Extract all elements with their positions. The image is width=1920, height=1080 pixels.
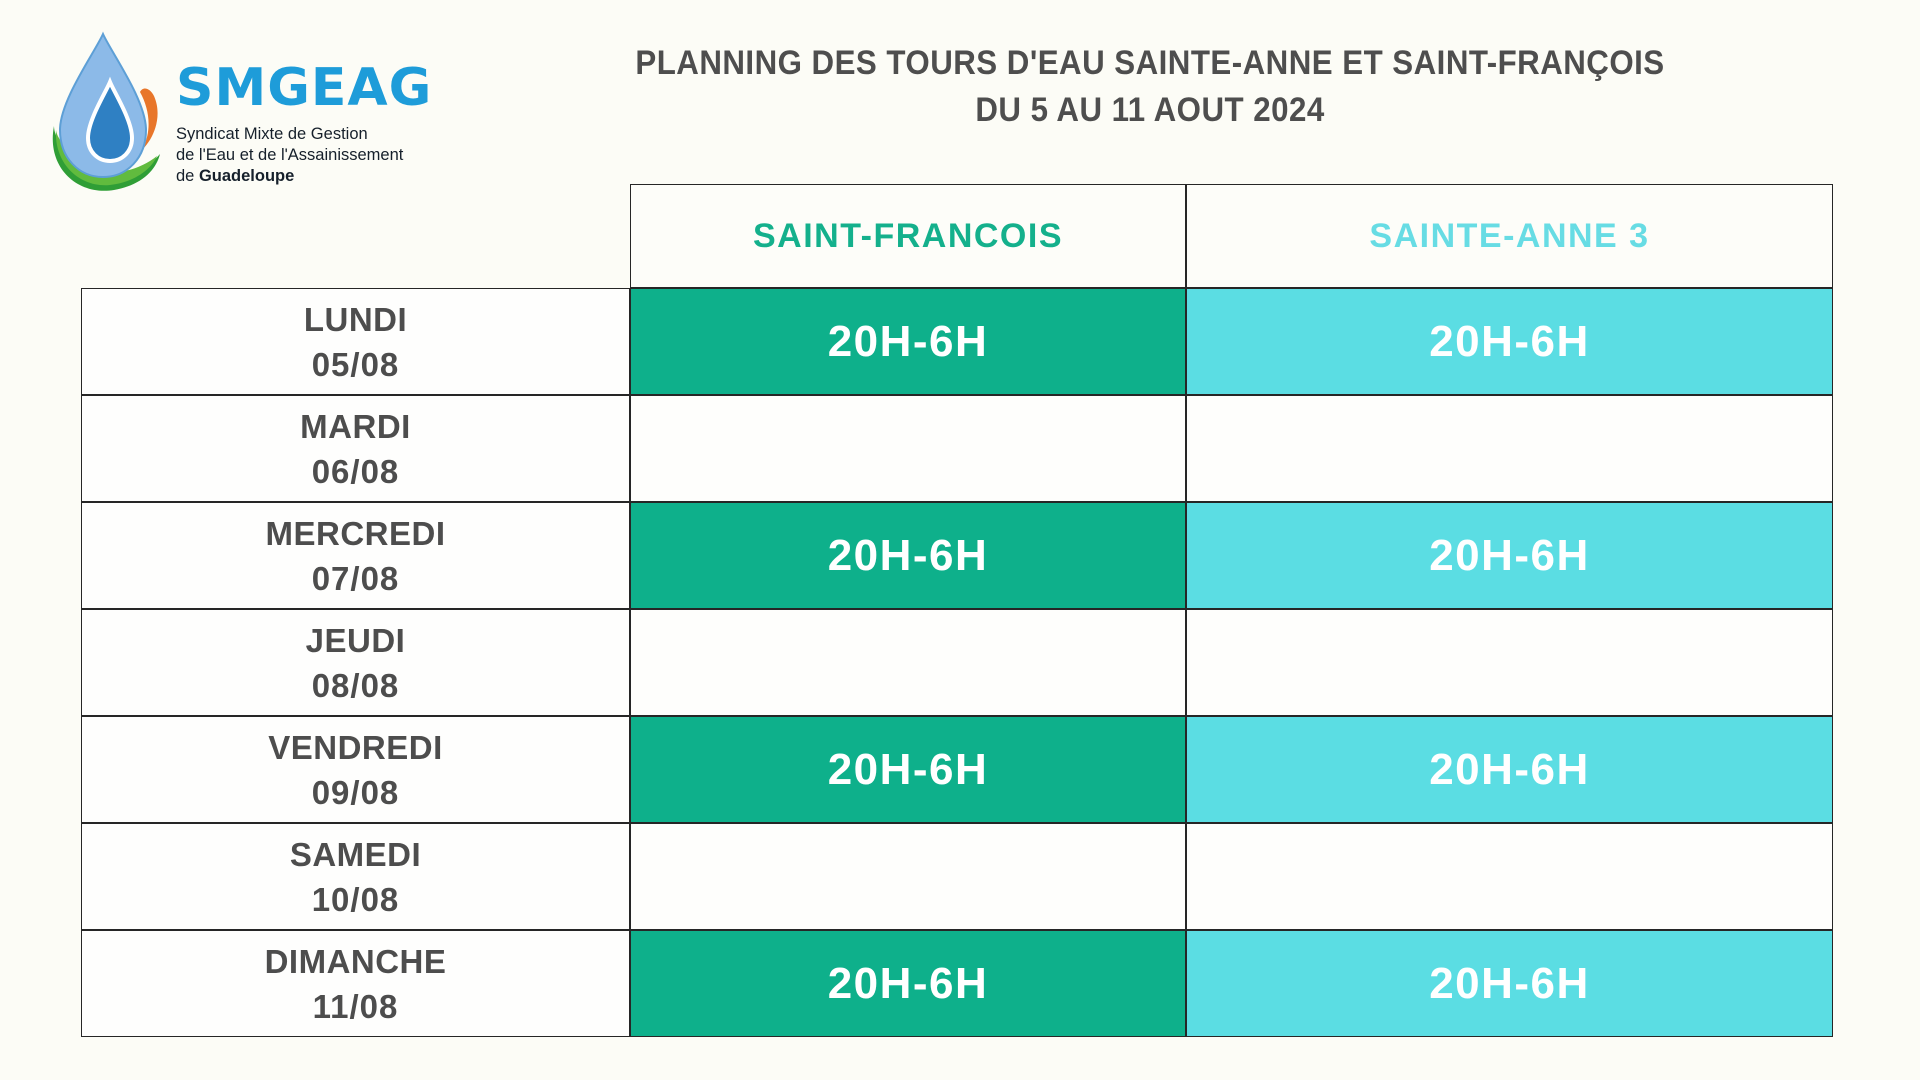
- day-date: 11/08: [312, 987, 399, 1025]
- slot-mardi-sainte-anne: [1186, 395, 1833, 502]
- day-date: 06/08: [311, 452, 400, 490]
- day-date: 09/08: [311, 773, 400, 811]
- column-header-sainte-anne-3: SAINTE-ANNE 3: [1186, 184, 1833, 288]
- water-schedule-table: SAINT-FRANCOIS SAINTE-ANNE 3 LUNDI 05/08…: [81, 184, 1833, 1037]
- day-date: 08/08: [311, 666, 400, 704]
- day-label: JEUDI: [305, 621, 406, 659]
- day-cell-jeudi: JEUDI 08/08: [81, 609, 630, 716]
- page-title-line2: DU 5 AU 11 AOUT 2024: [975, 91, 1325, 129]
- brand-subtitle-line1: Syndicat Mixte de Gestion: [176, 125, 368, 143]
- slot-jeudi-sainte-anne: [1186, 609, 1833, 716]
- day-label: MERCREDI: [265, 514, 446, 552]
- day-cell-vendredi: VENDREDI 09/08: [81, 716, 630, 823]
- day-label: DIMANCHE: [264, 942, 447, 980]
- column-header-saint-francois: SAINT-FRANCOIS: [630, 184, 1186, 288]
- slot-dimanche-saint-francois: 20H-6H: [630, 930, 1186, 1037]
- day-cell-dimanche: DIMANCHE 11/08: [81, 930, 630, 1037]
- slot-mardi-saint-francois: [630, 395, 1186, 502]
- day-label: SAMEDI: [289, 835, 422, 873]
- brand-wordmark: SMGEAG: [176, 58, 433, 118]
- day-cell-lundi: LUNDI 05/08: [81, 288, 630, 395]
- day-cell-mardi: MARDI 06/08: [81, 395, 630, 502]
- day-label: VENDREDI: [268, 728, 443, 766]
- slot-mercredi-saint-francois: 20H-6H: [630, 502, 1186, 609]
- brand-subtitle-line2: de l'Eau et de l'Assainissement: [176, 146, 404, 164]
- page-title-line1: PLANNING DES TOURS D'EAU SAINTE-ANNE ET …: [635, 44, 1665, 82]
- day-cell-mercredi: MERCREDI 07/08: [81, 502, 630, 609]
- slot-lundi-sainte-anne: 20H-6H: [1186, 288, 1833, 395]
- smgeag-logo: SMGEAG Syndicat Mixte de Gestion de l'Ea…: [44, 30, 432, 198]
- slot-vendredi-sainte-anne: 20H-6H: [1186, 716, 1833, 823]
- slot-mercredi-sainte-anne: 20H-6H: [1186, 502, 1833, 609]
- day-date: 10/08: [311, 880, 400, 918]
- slot-jeudi-saint-francois: [630, 609, 1186, 716]
- slot-samedi-sainte-anne: [1186, 823, 1833, 930]
- slot-dimanche-sainte-anne: 20H-6H: [1186, 930, 1833, 1037]
- day-date: 07/08: [311, 559, 400, 597]
- day-date: 05/08: [311, 345, 400, 383]
- slot-lundi-saint-francois: 20H-6H: [630, 288, 1186, 395]
- table-corner-cell: [81, 184, 630, 288]
- day-label: MARDI: [300, 407, 411, 445]
- day-cell-samedi: SAMEDI 10/08: [81, 823, 630, 930]
- slot-samedi-saint-francois: [630, 823, 1186, 930]
- brand-subtitle-line3: de Guadeloupe: [176, 167, 295, 185]
- page-title: PLANNING DES TOURS D'EAU SAINTE-ANNE ET …: [520, 40, 1780, 134]
- day-label: LUNDI: [303, 300, 408, 338]
- brand-subtitle: Syndicat Mixte de Gestion de l'Eau et de…: [176, 124, 432, 187]
- water-drop-leaf-icon: [52, 31, 161, 191]
- slot-vendredi-saint-francois: 20H-6H: [630, 716, 1186, 823]
